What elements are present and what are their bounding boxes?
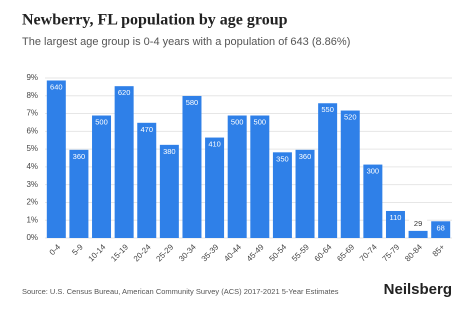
x-tick-label: 80-84: [403, 242, 424, 263]
x-tick-label: 25-29: [154, 242, 175, 263]
y-tick-label: 1%: [26, 215, 38, 224]
bar: [205, 137, 225, 238]
chart-subtitle: The largest age group is 0-4 years with …: [22, 36, 350, 48]
bar: [340, 110, 360, 238]
data-label: 68: [437, 223, 445, 232]
x-tick-label: 35-39: [200, 242, 221, 263]
x-tick-label: 20-24: [132, 242, 153, 263]
data-label: 350: [276, 154, 289, 163]
y-tick-label: 3%: [26, 180, 38, 189]
data-label: 110: [389, 213, 401, 222]
bar: [318, 103, 338, 238]
data-label: 29: [414, 219, 422, 228]
data-label: 500: [231, 117, 244, 126]
data-label: 470: [140, 125, 153, 134]
bar: [137, 122, 157, 238]
data-label: 620: [118, 88, 131, 97]
y-tick-label: 2%: [26, 198, 38, 207]
data-label: 640: [50, 82, 63, 91]
bar: [46, 80, 66, 238]
x-tick-label: 45-49: [245, 242, 266, 263]
x-tick-label: 0-4: [48, 242, 63, 257]
bar: [182, 95, 202, 238]
y-tick-label: 7%: [26, 109, 38, 118]
source: Source: U.S. Census Bureau, American Com…: [22, 287, 339, 296]
y-tick-label: 8%: [26, 91, 38, 100]
data-label: 360: [73, 152, 86, 161]
bar: [363, 164, 383, 238]
data-label: 550: [321, 105, 334, 114]
bar: [114, 86, 134, 238]
x-tick-label: 40-44: [222, 242, 243, 263]
data-label: 410: [208, 140, 221, 149]
bar: [385, 210, 405, 238]
x-tick-label: 75-79: [381, 242, 402, 263]
y-tick-label: 6%: [26, 126, 38, 135]
bar: [69, 149, 89, 238]
x-tick-label: 10-14: [87, 242, 108, 263]
x-tick-label: 50-54: [267, 242, 288, 263]
x-tick-label: 60-64: [313, 242, 334, 263]
data-label: 380: [163, 147, 176, 156]
y-tick-label: 9%: [26, 73, 38, 82]
data-label: 360: [299, 152, 312, 161]
data-label: 500: [254, 117, 267, 126]
bar: [408, 230, 428, 238]
x-tick-label: 5-9: [70, 242, 85, 257]
bar: [227, 115, 247, 238]
bar: [92, 115, 112, 238]
x-tick-label: 65-69: [335, 242, 356, 263]
bar: [250, 115, 270, 238]
x-tick-label: 70-74: [358, 242, 379, 263]
bar: [431, 221, 451, 238]
bar: [159, 144, 179, 238]
bar: [295, 149, 315, 238]
y-tick-label: 0%: [26, 233, 38, 242]
data-label: 520: [344, 113, 357, 122]
y-tick-label: 5%: [26, 144, 38, 153]
data-label: 580: [186, 98, 199, 107]
data-label-box: [409, 217, 428, 229]
x-tick-label: 15-19: [109, 242, 130, 263]
x-tick-label: 30-34: [177, 242, 198, 263]
y-tick-label: 4%: [26, 162, 38, 171]
bar: [272, 152, 292, 238]
x-tick-label: 85+: [431, 242, 447, 258]
chart-title: Newberry, FL population by age group: [22, 12, 288, 29]
brand: Neilsberg: [384, 281, 452, 298]
data-label: 500: [95, 117, 108, 126]
data-label: 300: [367, 167, 380, 176]
x-tick-label: 55-59: [290, 242, 311, 263]
